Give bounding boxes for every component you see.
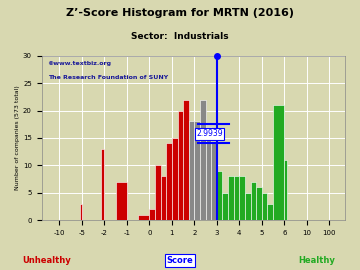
Bar [217, 171, 222, 220]
Bar [228, 176, 234, 220]
Text: Healthy: Healthy [298, 256, 335, 265]
Bar [116, 182, 127, 220]
Text: Score: Score [167, 256, 193, 265]
Bar [256, 187, 262, 220]
Text: 2.9939: 2.9939 [196, 129, 223, 138]
Bar [80, 204, 82, 220]
Bar [189, 122, 194, 220]
Y-axis label: Number of companies (573 total): Number of companies (573 total) [15, 86, 20, 190]
Bar [239, 176, 245, 220]
Bar [206, 127, 211, 220]
Text: Z’-Score Histogram for MRTN (2016): Z’-Score Histogram for MRTN (2016) [66, 8, 294, 18]
Bar [161, 176, 166, 220]
Bar [273, 105, 284, 220]
Bar [172, 138, 177, 220]
Bar [183, 100, 189, 220]
Bar [177, 110, 183, 220]
Bar [251, 182, 256, 220]
Bar [149, 210, 155, 220]
Text: Unhealthy: Unhealthy [22, 256, 71, 265]
Bar [245, 193, 251, 220]
Bar [101, 149, 104, 220]
Bar [138, 215, 149, 220]
Text: Sector:  Industrials: Sector: Industrials [131, 32, 229, 41]
Bar [155, 166, 161, 220]
Text: The Research Foundation of SUNY: The Research Foundation of SUNY [48, 75, 168, 80]
Bar [166, 143, 172, 220]
Bar [211, 143, 217, 220]
Bar [222, 193, 228, 220]
Bar [267, 204, 273, 220]
Text: ©www.textbiz.org: ©www.textbiz.org [48, 60, 112, 66]
Bar [200, 100, 206, 220]
Bar [194, 122, 200, 220]
Bar [262, 193, 267, 220]
Bar [234, 176, 239, 220]
Bar [284, 160, 287, 220]
